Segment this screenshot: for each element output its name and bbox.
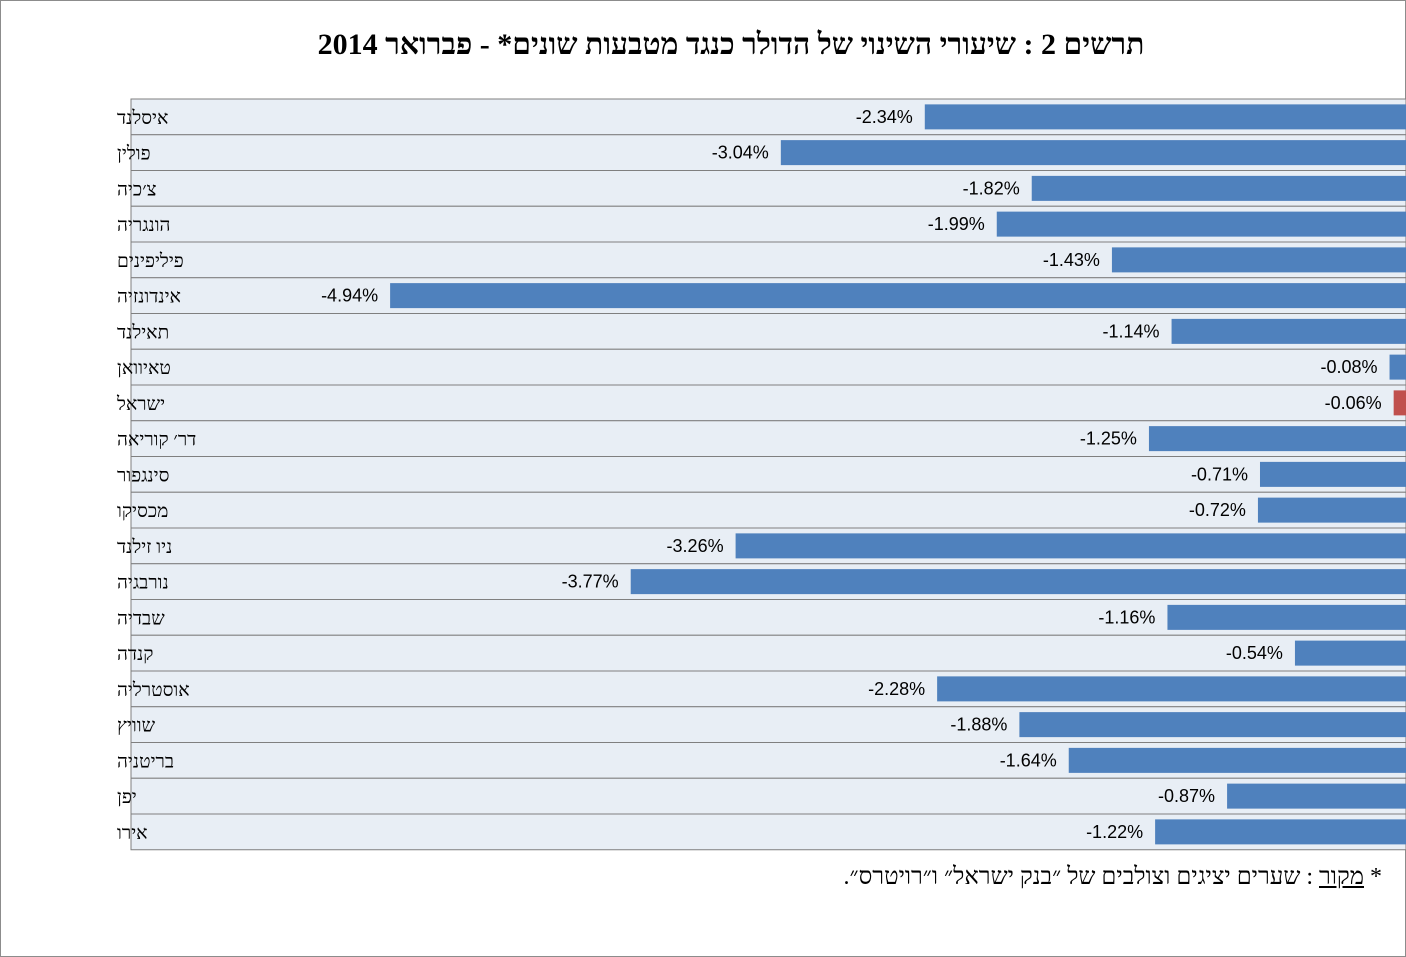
data-label: -0.08%	[1321, 357, 1378, 377]
data-label: -0.72%	[1189, 500, 1246, 520]
category-label: אירו	[117, 823, 148, 844]
source-note: * מקור : שערים יציגים וצולבים של ״בנק יש…	[300, 864, 1382, 891]
category-label: ניו זילנד	[117, 537, 172, 558]
data-label: -1.99%	[928, 214, 985, 234]
bar	[1259, 461, 1406, 487]
category-label: ישראל	[116, 394, 165, 415]
bar	[1167, 604, 1406, 630]
category-label: דר׳ קוריאה	[117, 430, 196, 451]
category-label: פולין	[117, 144, 151, 165]
data-label: -4.94%	[321, 286, 378, 306]
bar	[1257, 497, 1406, 523]
data-label: -2.34%	[856, 107, 913, 127]
row-background	[130, 491, 1406, 529]
data-label: -0.71%	[1191, 464, 1248, 484]
data-label: -0.06%	[1325, 393, 1382, 413]
category-label: קנדה	[117, 644, 153, 665]
category-label: טאיוואן	[117, 358, 171, 379]
category-label: אוסטרליה	[117, 680, 190, 701]
category-label: מכסיקו	[117, 501, 168, 522]
bar	[1148, 426, 1406, 452]
source-note-text: : שערים יציגים וצולבים של ״בנק ישראל״ ו״…	[843, 864, 1313, 890]
source-note-prefix: *	[1370, 864, 1382, 890]
category-label: שוויץ	[117, 716, 156, 737]
bar	[1227, 783, 1406, 809]
data-label: -1.22%	[1086, 822, 1143, 842]
row-background	[130, 348, 1406, 386]
source-note-label: מקור	[1319, 864, 1364, 890]
data-label: -1.88%	[950, 715, 1007, 735]
bar	[1068, 747, 1406, 773]
data-label: -1.64%	[1000, 750, 1057, 770]
bar	[390, 283, 1406, 309]
data-label: -0.54%	[1226, 643, 1283, 663]
data-label: -0.87%	[1158, 786, 1215, 806]
bar	[780, 140, 1406, 166]
data-label: -1.25%	[1080, 429, 1137, 449]
bar	[735, 533, 1406, 559]
row-background	[130, 384, 1406, 422]
data-label: -2.28%	[868, 679, 925, 699]
bar	[924, 104, 1406, 130]
chart-title: תרשים 2 : שיעורי השינוי של הדולר כנגד מט…	[317, 28, 1145, 61]
category-label: תאילנד	[117, 322, 169, 343]
bar	[996, 211, 1406, 237]
data-label: -1.82%	[963, 178, 1020, 198]
bar	[1171, 318, 1406, 344]
bar	[1019, 712, 1406, 738]
bar	[1031, 175, 1406, 201]
data-label: -3.04%	[712, 143, 769, 163]
category-label: איסלנד	[117, 108, 168, 129]
category-label: נורבגיה	[117, 573, 169, 594]
category-label: יפן	[117, 787, 137, 808]
row-background	[130, 634, 1406, 672]
category-label: סינגפור	[117, 465, 169, 486]
bar	[1155, 819, 1406, 845]
bar	[1111, 247, 1406, 273]
category-label: צ׳כיה	[117, 179, 157, 200]
data-label: -1.43%	[1043, 250, 1100, 270]
category-label: שבדיה	[117, 608, 165, 629]
bar	[630, 569, 1406, 595]
bar	[937, 676, 1406, 702]
data-label: -3.77%	[562, 572, 619, 592]
category-label: פיליפינים	[117, 251, 184, 272]
row-background	[130, 456, 1406, 493]
data-label: -1.16%	[1098, 607, 1155, 627]
row-background	[130, 777, 1406, 815]
category-label: בריטניה	[117, 751, 174, 772]
category-label: הונגריה	[117, 215, 170, 236]
data-label: -3.26%	[667, 536, 724, 556]
bar	[1393, 390, 1406, 416]
bar	[1294, 640, 1406, 666]
bar	[1389, 354, 1406, 380]
category-label: אינדונזיה	[117, 287, 181, 308]
data-label: -1.14%	[1103, 321, 1160, 341]
